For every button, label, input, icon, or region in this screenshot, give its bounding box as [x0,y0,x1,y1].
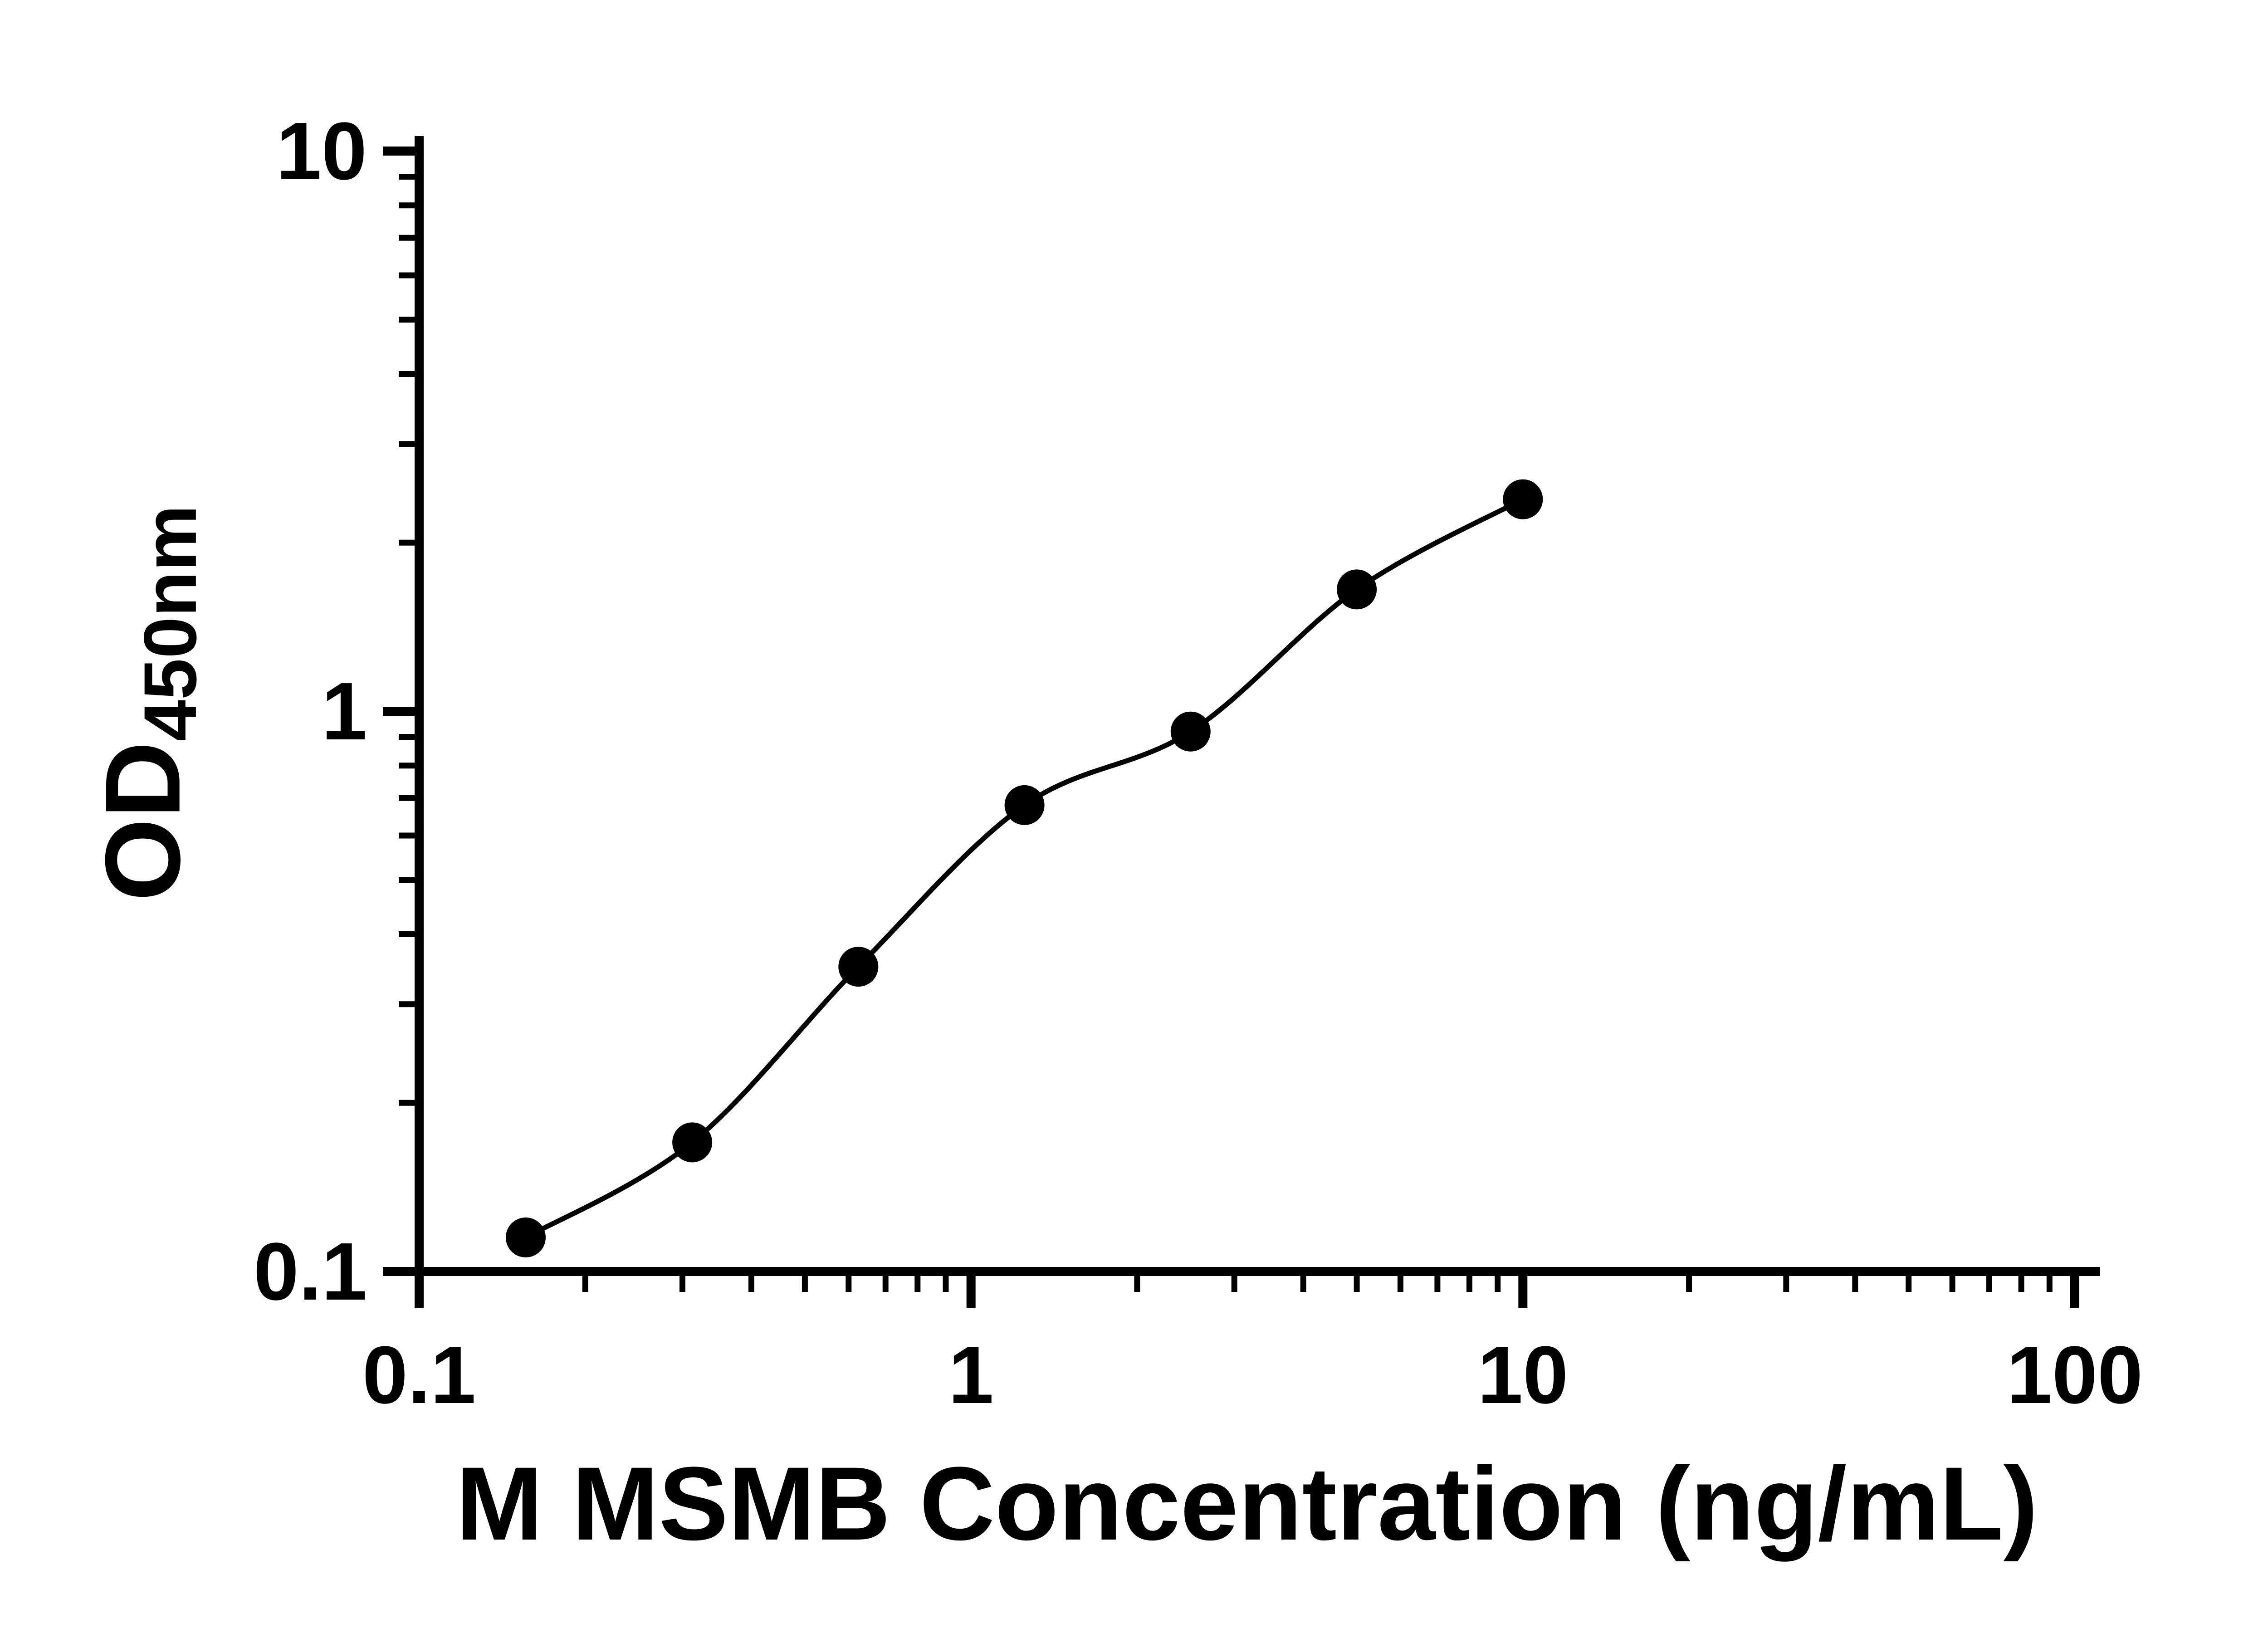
y-axis-tick-label: 0.1 [254,1226,367,1317]
data-point-marker [506,1217,546,1257]
x-axis-tick-label: 0.1 [362,1330,476,1421]
data-point-marker [1170,711,1211,752]
y-axis-tick-label: 10 [276,106,367,197]
x-axis-title: M MSMB Concentration (ng/mL) [456,1445,2038,1562]
y-axis-title: OD450nm [83,505,212,901]
y-axis-title-subscript: 450nm [128,505,212,742]
fit-curve [523,497,1525,1240]
data-point-marker [838,947,879,987]
data-point-marker [672,1122,713,1163]
data-point-marker [1004,785,1045,825]
data-point-marker [1503,479,1543,519]
y-axis-title-main: OD [83,741,202,901]
x-axis-tick-label: 10 [1477,1330,1568,1421]
y-axis-tick-label: 1 [322,666,367,757]
data-point-marker [1337,569,1377,610]
x-axis-tick-label: 100 [2007,1330,2143,1421]
x-axis-tick-label: 1 [948,1330,994,1421]
